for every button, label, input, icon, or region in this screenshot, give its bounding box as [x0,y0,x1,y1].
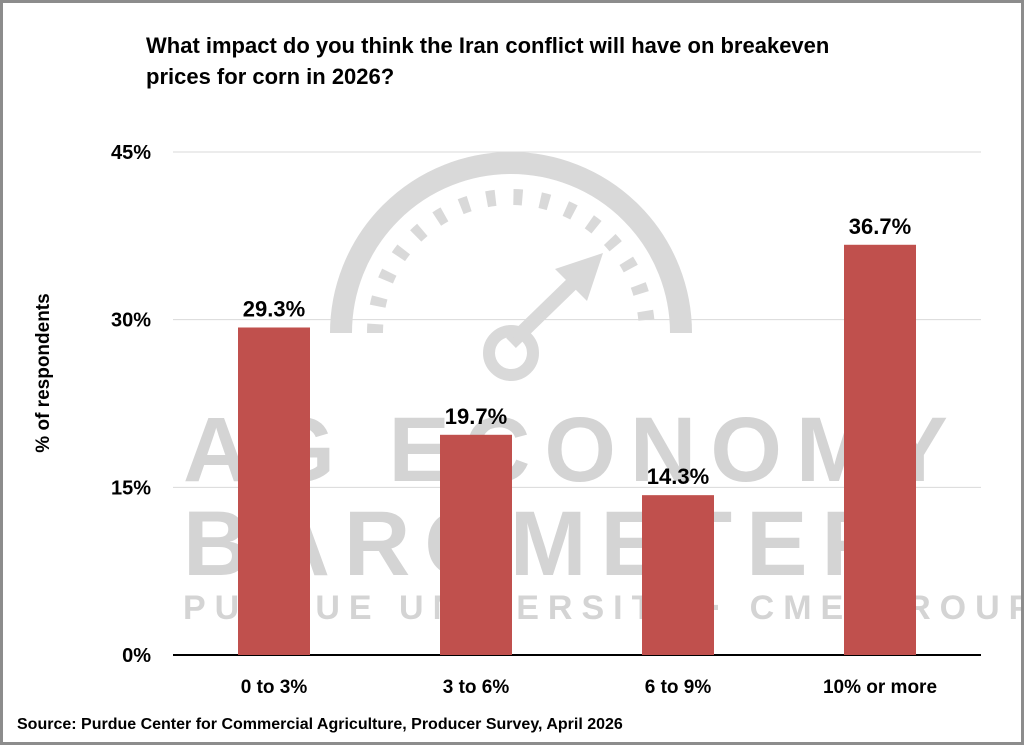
bar [642,495,714,655]
bar-value-label: 29.3% [243,296,305,321]
bar-value-label: 36.7% [849,214,911,239]
x-category-labels: 0 to 3% 3 to 6% 6 to 9% 10% or more [241,677,937,698]
source-note: Source: Purdue Center for Commercial Agr… [17,716,623,733]
y-tick-label: 0% [122,645,151,667]
data-labels: 29.3% 19.7% 14.3% 36.7% [243,214,911,489]
bar [440,434,512,655]
bar-value-label: 19.7% [445,404,507,429]
y-tick-label: 45% [111,142,151,164]
x-category-label: 0 to 3% [241,677,308,698]
bar-value-label: 14.3% [647,464,709,489]
gauge-dial-icon [330,152,692,381]
watermark-line-1: AG ECONOMY [183,399,962,501]
chart-title-line-1: What impact do you think the Iran confli… [146,33,829,58]
bar-chart: AG ECONOMY BAROMETER PURDUE UNIVERSITY ·… [17,33,1021,733]
y-tick-label: 30% [111,310,151,332]
x-category-label: 6 to 9% [645,677,712,698]
bar [238,327,310,655]
bars [238,244,916,655]
x-category-label: 10% or more [823,677,937,698]
y-tick-label: 15% [111,477,151,499]
chart-title-line-2: prices for corn in 2026? [146,64,394,89]
y-axis-label: % of respondents [33,293,54,452]
y-tick-labels: 0% 15% 30% 45% [111,142,151,667]
bar [844,244,916,655]
x-category-label: 3 to 6% [443,677,510,698]
